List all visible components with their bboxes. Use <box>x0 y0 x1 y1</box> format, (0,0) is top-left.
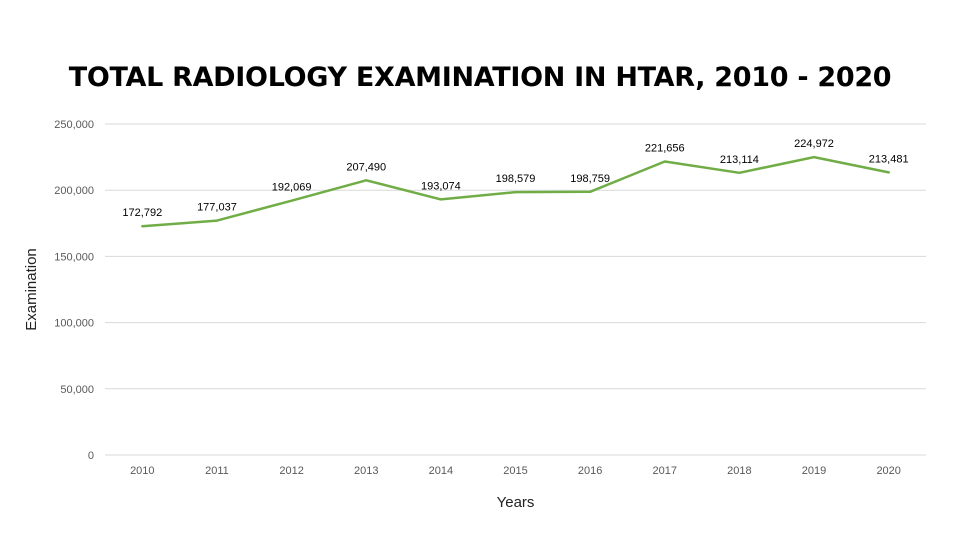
y-tick-label: 200,000 <box>54 185 94 197</box>
y-tick-label: 0 <box>88 450 94 462</box>
series-line <box>141 155 890 228</box>
gridlines <box>105 123 926 456</box>
x-axis-title: Years <box>497 494 535 511</box>
x-tick-label: 2010 <box>130 465 154 477</box>
data-label-2016: 198,759 <box>570 173 610 185</box>
x-tick-label: 2011 <box>205 465 229 477</box>
data-label-2020: 213,481 <box>869 153 909 165</box>
x-tick-label: 2020 <box>876 465 900 477</box>
x-tick-label: 2015 <box>503 465 527 477</box>
x-tick-label: 2013 <box>354 465 378 477</box>
y-axis-title: Examination <box>23 248 40 331</box>
data-label-2013: 207,490 <box>346 161 386 173</box>
y-tick-label: 250,000 <box>54 119 94 131</box>
y-axis-ticks: 0 50,000 100,000 150,000 200,000 250,000 <box>54 119 94 462</box>
x-axis-ticks: 2010 2011 2012 2013 2014 2015 2016 2017 2018 2019… <box>130 465 901 477</box>
y-tick-label: 100,000 <box>54 318 94 330</box>
data-label-2010: 172,792 <box>122 207 162 219</box>
x-tick-label: 2018 <box>727 465 751 477</box>
data-label-2017: 221,656 <box>645 143 685 155</box>
x-tick-label: 2012 <box>279 465 303 477</box>
data-label-2014: 193,074 <box>421 180 461 192</box>
x-tick-label: 2016 <box>578 465 602 477</box>
data-labels: 172,792 177,037 192,069 207,490 193,074 198,5… <box>122 138 908 219</box>
x-tick-label: 2017 <box>653 465 677 477</box>
x-tick-label: 2014 <box>429 465 453 477</box>
data-label-2015: 198,579 <box>496 173 536 185</box>
chart-title: TOTAL RADIOLOGY EXAMINATION IN HTAR, 201… <box>68 62 892 93</box>
data-label-2019: 224,972 <box>794 138 834 150</box>
series-layer <box>141 155 890 228</box>
y-tick-label: 150,000 <box>54 251 94 263</box>
data-label-2011: 177,037 <box>197 202 237 214</box>
data-label-2018: 213,114 <box>720 154 759 166</box>
y-tick-label: 50,000 <box>60 384 94 396</box>
data-label-2012: 192,069 <box>272 182 312 194</box>
x-tick-label: 2019 <box>802 465 826 477</box>
